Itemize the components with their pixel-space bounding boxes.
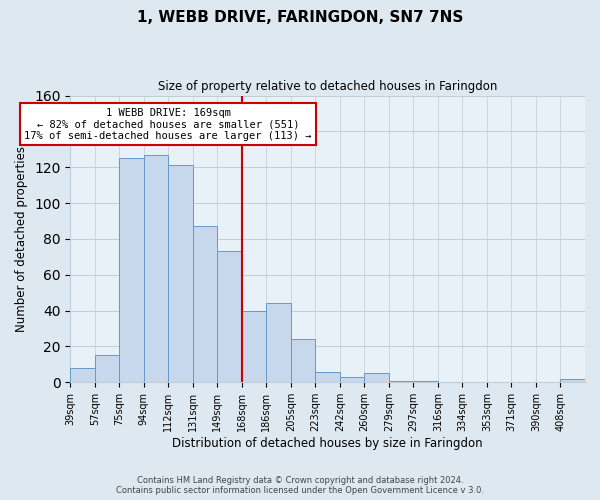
Bar [217,252,242,382]
Text: 1 WEBB DRIVE: 169sqm
← 82% of detached houses are smaller (551)
17% of semi-deta: 1 WEBB DRIVE: 169sqm ← 82% of detached h… [25,108,312,141]
Bar [364,374,389,382]
Bar [193,226,217,382]
Bar [144,154,168,382]
Bar [316,372,340,382]
Bar [95,356,119,382]
Bar [560,379,585,382]
Text: Contains HM Land Registry data © Crown copyright and database right 2024.
Contai: Contains HM Land Registry data © Crown c… [116,476,484,495]
Bar [291,340,316,382]
X-axis label: Distribution of detached houses by size in Faringdon: Distribution of detached houses by size … [172,437,483,450]
Y-axis label: Number of detached properties: Number of detached properties [16,146,28,332]
Bar [266,304,291,382]
Bar [119,158,144,382]
Bar [340,377,364,382]
Title: Size of property relative to detached houses in Faringdon: Size of property relative to detached ho… [158,80,497,93]
Bar [70,368,95,382]
Text: 1, WEBB DRIVE, FARINGDON, SN7 7NS: 1, WEBB DRIVE, FARINGDON, SN7 7NS [137,10,463,25]
Bar [389,380,413,382]
Bar [168,166,193,382]
Bar [242,310,266,382]
Bar [413,380,438,382]
